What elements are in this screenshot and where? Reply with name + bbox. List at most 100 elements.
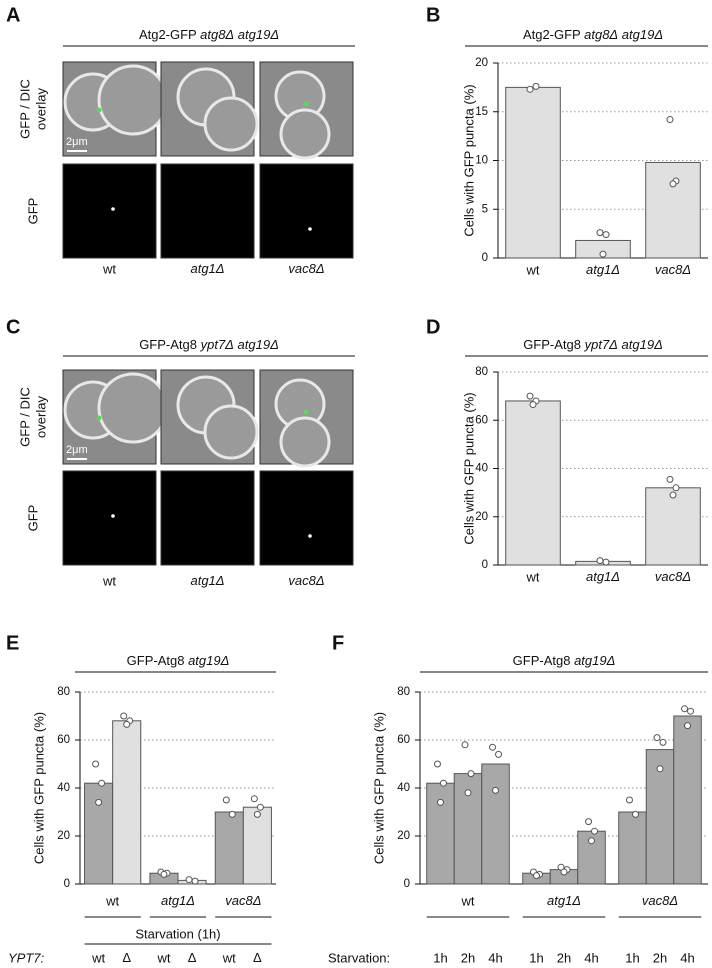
x-tick-label: vac8Δ: [642, 893, 678, 908]
series-title: YPT7:: [8, 950, 45, 965]
panel-letter: C: [6, 316, 20, 338]
series-label: Δ: [253, 950, 262, 965]
gfp-image: [62, 470, 157, 566]
series-label: 1h: [529, 950, 543, 965]
bar: [673, 715, 702, 885]
bar: [505, 400, 561, 566]
series-label: 4h: [584, 950, 598, 965]
data-point: [467, 770, 475, 778]
bar: [505, 86, 561, 259]
bar: [214, 811, 244, 885]
data-point: [253, 810, 261, 818]
data-point: [672, 484, 680, 492]
chart-title: GFP-Atg8 atg19Δ: [127, 653, 230, 668]
gfp-image: [160, 163, 255, 259]
data-point: [461, 741, 469, 749]
data-point: [532, 872, 540, 880]
row-label: GFP / DIC: [17, 387, 32, 447]
y-tick-label: 0: [482, 252, 488, 264]
gfp-image: [160, 470, 255, 566]
data-point: [669, 180, 677, 188]
data-point: [631, 810, 639, 818]
data-point: [687, 707, 695, 715]
series-label: 2h: [461, 950, 475, 965]
panel-letter: A: [6, 4, 20, 26]
data-point: [526, 85, 534, 93]
y-tick-label: 60: [57, 734, 70, 746]
x-tick-label: wt: [105, 893, 119, 908]
data-point: [95, 798, 103, 806]
y-axis-label: Cells with GFP puncta (%): [31, 712, 46, 864]
gfp-dot: [303, 409, 309, 415]
gfp-dot: [308, 227, 312, 231]
y-tick-label: 0: [404, 878, 410, 890]
series-label: Δ: [188, 950, 197, 965]
y-tick-label: 20: [57, 830, 70, 842]
bar: [112, 720, 142, 885]
x-tick-label: atg1Δ: [586, 262, 620, 277]
y-tick-label: 60: [475, 414, 488, 426]
data-point: [256, 803, 264, 811]
y-tick-label: 0: [64, 878, 70, 890]
panel-letter: D: [426, 316, 440, 338]
x-tick-label: wt: [526, 569, 540, 584]
y-tick-label: 80: [57, 686, 70, 698]
bar: [645, 487, 701, 566]
series-title: Starvation:: [328, 950, 390, 965]
x-tick-label: wt: [461, 893, 475, 908]
data-point: [439, 779, 447, 787]
bar: [575, 239, 631, 259]
cell: [203, 404, 259, 460]
gfp-image: [62, 163, 157, 259]
scale-bar-label: 2μm: [66, 444, 88, 456]
column-label: vac8Δ: [288, 261, 324, 276]
series-label: 1h: [625, 950, 639, 965]
data-point: [596, 557, 604, 565]
data-point: [596, 229, 604, 237]
bar: [426, 782, 455, 885]
x-tick-label: vac8Δ: [655, 569, 691, 584]
data-point: [436, 798, 444, 806]
y-axis-label: Cells with GFP puncta (%): [371, 712, 386, 864]
data-point: [529, 401, 537, 409]
series-label: Δ: [122, 950, 131, 965]
x-tick-label: atg1Δ: [161, 893, 195, 908]
data-point: [160, 870, 168, 878]
y-tick-label: 20: [475, 57, 488, 69]
series-label: wt: [91, 950, 105, 965]
row-label: GFP / DIC: [17, 79, 32, 139]
data-point: [123, 720, 131, 728]
gfp-dot: [111, 207, 115, 211]
data-point: [489, 743, 497, 751]
data-point: [602, 231, 610, 239]
column-label: vac8Δ: [288, 573, 324, 588]
series-label: 4h: [680, 950, 694, 965]
data-point: [191, 877, 199, 885]
x-tick-label: wt: [526, 262, 540, 277]
data-point: [492, 786, 500, 794]
gfp-dot: [308, 534, 312, 538]
series-label: 1h: [433, 950, 447, 965]
data-point: [120, 712, 128, 720]
data-point: [656, 765, 664, 773]
panel-letter: E: [6, 632, 19, 654]
chart-title: GFP-Atg8 atg19Δ: [513, 653, 616, 668]
scale-bar-label: 2μm: [66, 136, 88, 148]
gfp-dot: [96, 415, 102, 421]
cell: [279, 416, 331, 468]
column-label: atg1Δ: [190, 261, 224, 276]
y-tick-label: 80: [475, 366, 488, 378]
data-point: [495, 750, 503, 758]
panel-title: Atg2-GFP atg8Δ atg19Δ: [139, 27, 279, 42]
data-point: [653, 734, 661, 742]
y-tick-label: 5: [482, 203, 488, 215]
gfp-image: [259, 163, 354, 259]
x-tick-label: vac8Δ: [655, 262, 691, 277]
y-tick-label: 80: [397, 686, 410, 698]
gfp-dot: [96, 107, 102, 113]
row-label: overlay: [33, 88, 48, 130]
data-point: [599, 250, 607, 258]
chart-title: GFP-Atg8 ypt7Δ atg19Δ: [523, 337, 663, 352]
series-label: 2h: [557, 950, 571, 965]
y-tick-label: 10: [475, 155, 488, 167]
